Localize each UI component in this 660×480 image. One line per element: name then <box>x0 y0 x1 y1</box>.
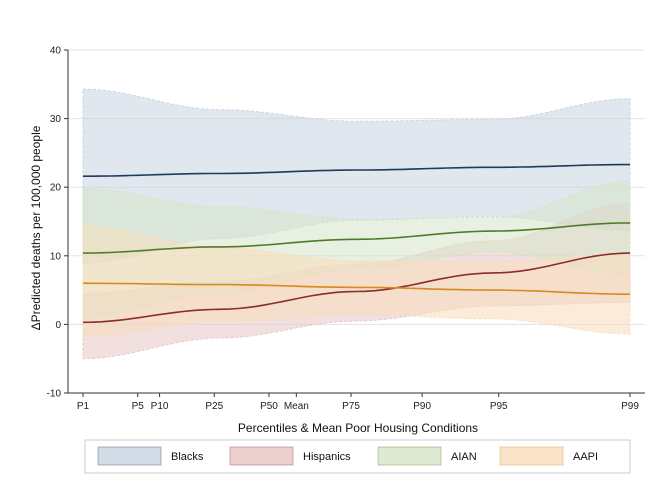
x-tick-label: P1 <box>77 401 90 412</box>
y-tick-label: 40 <box>50 46 62 57</box>
x-tick-label: P95 <box>490 401 508 412</box>
y-tick-label: 30 <box>50 114 62 125</box>
series-lines <box>82 163 631 324</box>
x-tick-label: P99 <box>621 401 639 412</box>
y-tick-label: -10 <box>47 389 62 400</box>
legend-swatch-aapi <box>499 446 564 466</box>
legend-label-blacks: Blacks <box>171 451 204 463</box>
x-axis-title: Percentiles & Mean Poor Housing Conditio… <box>238 421 478 435</box>
legend-swatch-hispanics <box>229 446 294 466</box>
line-blacks <box>83 163 630 177</box>
x-tick-label: P90 <box>413 401 431 412</box>
legend-label-hispanics: Hispanics <box>303 451 351 463</box>
y-tick-label: 20 <box>50 183 62 194</box>
legend: Blacks Hispanics AIAN AAPI <box>84 439 631 474</box>
x-tick-label: P50 <box>260 401 278 412</box>
legend-label-aian: AIAN <box>451 451 477 463</box>
legend-swatch-blacks <box>97 446 162 466</box>
x-tick-label: P10 <box>151 401 169 412</box>
legend-label-aapi: AAPI <box>573 451 598 463</box>
confidence-bands <box>82 88 631 360</box>
x-tick-label: P75 <box>342 401 360 412</box>
x-tick-label: P25 <box>205 401 223 412</box>
y-axis-title: ΔPredicted deaths per 100,000 people <box>29 125 43 330</box>
line-hispanics <box>82 252 631 324</box>
legend-swatch-aian <box>377 446 442 466</box>
x-tick-label: P5 <box>132 401 145 412</box>
axes: -10 0 10 20 30 40 P1 P5 P10 P25 P50 Mean P75 P90 P95 P9… <box>47 46 645 412</box>
line-aian <box>82 222 631 254</box>
y-tick-label: 10 <box>50 251 62 262</box>
x-tick-label: Mean <box>284 401 309 412</box>
line-aapi <box>82 282 630 295</box>
y-tick-label: 0 <box>55 320 61 331</box>
